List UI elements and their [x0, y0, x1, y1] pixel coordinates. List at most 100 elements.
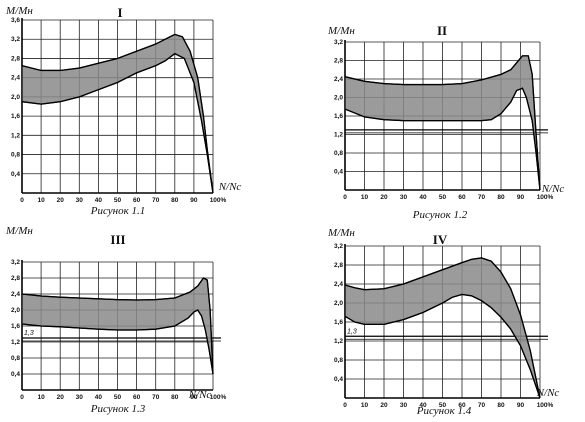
x-tick-label: 80 — [171, 197, 179, 204]
y-tick-label: 1,6 — [334, 319, 343, 326]
x-tick-label: 30 — [400, 194, 408, 201]
x-tick-label: 20 — [380, 402, 388, 409]
y-tick-label: 1,2 — [11, 132, 20, 139]
x-tick-label: 10 — [361, 194, 369, 201]
y-axis-label: M/Mн — [327, 227, 355, 239]
x-tick-label: 50 — [439, 402, 447, 409]
y-axis-label: M/Mн — [327, 25, 355, 37]
y-tick-label: 0,8 — [11, 152, 20, 159]
chart-title: II — [437, 23, 447, 38]
x-tick-label: 0 — [20, 394, 24, 401]
x-tick-label: 70 — [152, 394, 160, 401]
x-tick-label: 40 — [419, 402, 427, 409]
x-tick-label: 70 — [478, 194, 486, 201]
band-lower-line — [344, 87, 541, 191]
chart-title: III — [110, 232, 125, 247]
x-tick-label: 50 — [439, 194, 447, 201]
y-tick-label: 2,0 — [11, 307, 20, 314]
y-tick-label: 2,4 — [334, 76, 343, 83]
x-tick-label: 40 — [419, 194, 427, 201]
band-lower-line — [21, 52, 214, 194]
x-tick-label: 30 — [76, 394, 84, 401]
x-tick-label: 50 — [114, 197, 122, 204]
x-tick-label: 20 — [380, 194, 388, 201]
x-tick-label: 100% — [537, 194, 554, 201]
x-axis-label: N/Nc — [536, 387, 560, 399]
band-upper-line — [21, 33, 214, 194]
y-tick-label: 2,8 — [334, 58, 343, 65]
x-tick-label: 50 — [114, 394, 122, 401]
x-axis-label: N/Nc — [218, 181, 242, 193]
figure-caption: Рисунок 1.3 — [90, 403, 146, 415]
x-tick-label: 40 — [95, 197, 103, 204]
chart-title: I — [117, 5, 122, 20]
x-tick-label: 80 — [497, 402, 505, 409]
band-lower-line — [344, 293, 541, 399]
y-tick-label: 1,6 — [11, 113, 20, 120]
x-tick-label: 100% — [210, 197, 227, 204]
x-tick-label: 80 — [497, 194, 505, 201]
band-lower-line — [21, 309, 214, 375]
y-tick-label: 1,2 — [11, 339, 20, 346]
x-tick-label: 80 — [171, 394, 179, 401]
x-tick-label: 70 — [478, 402, 486, 409]
reference-label: 1,3 — [347, 328, 357, 335]
x-tick-label: 100% — [537, 402, 554, 409]
y-tick-label: 1,2 — [334, 132, 343, 139]
y-tick-label: 3,2 — [11, 36, 20, 43]
chart-panel-1: 0 10 20 30 40 50 60 70 80 90 100% 0,4 0,8 1,2 1,6 2,0 2,… — [5, 5, 241, 217]
x-tick-label: 90 — [190, 197, 198, 204]
x-tick-label: 60 — [458, 194, 466, 201]
x-tick-label: 60 — [458, 402, 466, 409]
x-tick-label: 10 — [37, 197, 45, 204]
chart-panel-3: 1,3 0 10 20 30 40 50 60 70 80 90 100% 0,4 0,8 1,2 1,6 2,… — [5, 225, 227, 415]
x-tick-label: 60 — [133, 394, 141, 401]
y-tick-label: 0,4 — [334, 376, 343, 383]
x-tick-label: 90 — [190, 394, 198, 401]
y-tick-label: 0,8 — [334, 357, 343, 364]
y-tick-label: 1,2 — [334, 338, 343, 345]
reference-label: 1,3 — [24, 330, 34, 337]
y-tick-label: 2,0 — [11, 94, 20, 101]
x-tick-label: 90 — [517, 194, 525, 201]
x-tick-label: 30 — [400, 402, 408, 409]
y-tick-label: 2,4 — [334, 281, 343, 288]
x-tick-label: 0 — [343, 194, 347, 201]
chart-panel-2: 0 10 20 30 40 50 60 70 80 90 100% 0,4 0,8 1,2 1,6 2,0 2,… — [327, 23, 564, 221]
x-tick-label: 10 — [37, 394, 45, 401]
x-tick-label: 0 — [20, 197, 24, 204]
chart-panel-4: 1,3 0 10 20 30 40 50 60 70 80 90 100% 0,4 0,8 1,2 1,6 2,… — [327, 227, 559, 417]
x-tick-label: 30 — [76, 197, 84, 204]
band-upper-line — [344, 257, 541, 399]
band-upper-line — [21, 277, 214, 375]
band-upper-line — [344, 55, 541, 191]
figure-caption: Рисунок 1.2 — [412, 209, 468, 221]
x-tick-label: 100% — [210, 394, 227, 401]
x-tick-label: 40 — [95, 394, 103, 401]
y-tick-label: 2,4 — [11, 75, 20, 82]
y-tick-label: 2,8 — [11, 275, 20, 282]
y-tick-label: 0,8 — [334, 150, 343, 157]
x-tick-label: 0 — [343, 402, 347, 409]
y-tick-label: 2,8 — [11, 55, 20, 62]
x-tick-label: 60 — [133, 197, 141, 204]
y-tick-label: 0,4 — [334, 169, 343, 176]
y-tick-label: 0,4 — [11, 171, 20, 178]
y-tick-label: 0,8 — [11, 355, 20, 362]
y-tick-label: 2,0 — [334, 300, 343, 307]
figure-caption: Рисунок 1.1 — [90, 205, 146, 217]
y-axis-label: M/Mн — [5, 225, 33, 237]
x-tick-label: 20 — [57, 394, 65, 401]
chart-title: IV — [433, 232, 448, 247]
y-tick-label: 2,0 — [334, 95, 343, 102]
x-axis-label: N/Nc — [188, 389, 212, 401]
y-tick-label: 1,6 — [334, 113, 343, 120]
y-tick-label: 3,2 — [334, 39, 343, 46]
x-tick-label: 90 — [517, 402, 525, 409]
y-tick-label: 2,4 — [11, 291, 20, 298]
x-tick-label: 20 — [57, 197, 65, 204]
x-tick-label: 70 — [152, 197, 160, 204]
y-tick-label: 3,2 — [11, 259, 20, 266]
figure-caption: Рисунок 1.4 — [416, 405, 472, 417]
